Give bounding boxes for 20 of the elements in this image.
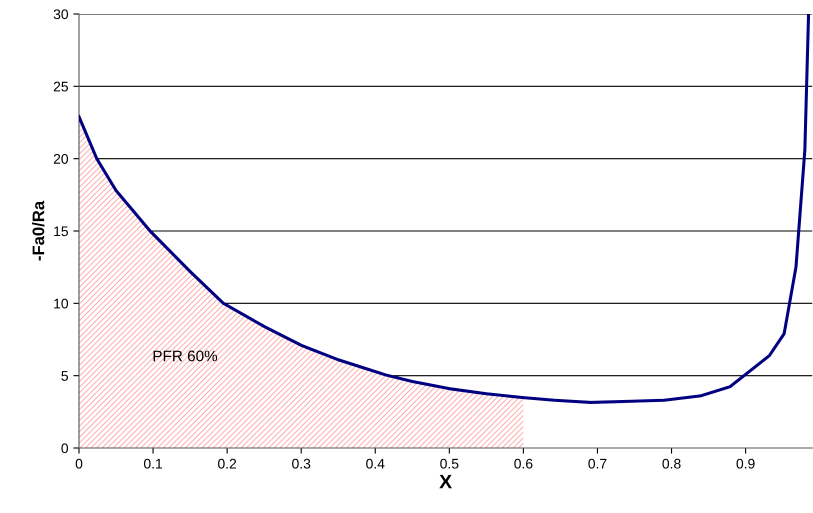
x-tick-label: 0.3 <box>292 458 310 469</box>
y-tick-label: 20 <box>54 154 68 164</box>
x-tick-label: 0 <box>76 458 82 469</box>
x-tick-label: 0.6 <box>514 458 532 469</box>
y-tick-label: 30 <box>54 9 68 20</box>
y-tick-label: 10 <box>54 298 68 309</box>
x-tick-label: 0.5 <box>440 458 458 469</box>
y-tick-label: 15 <box>54 226 68 236</box>
x-tick-label: 0.7 <box>588 458 606 469</box>
y-axis-title: -Fa0/Ra <box>32 200 44 260</box>
y-tick-label: 0 <box>61 443 68 454</box>
x-axis-title: X <box>439 474 452 488</box>
x-tick-label: 0.4 <box>366 458 385 469</box>
y-tick-label: 5 <box>61 371 68 381</box>
y-tick-label: 25 <box>54 82 68 92</box>
annotation: PFR 60% <box>154 350 218 362</box>
x-tick-label: 0.2 <box>218 458 236 469</box>
x-tick-label: 0.1 <box>144 458 162 469</box>
x-tick-label: 0.9 <box>736 458 755 469</box>
x-tick-label: 0.8 <box>662 458 681 469</box>
